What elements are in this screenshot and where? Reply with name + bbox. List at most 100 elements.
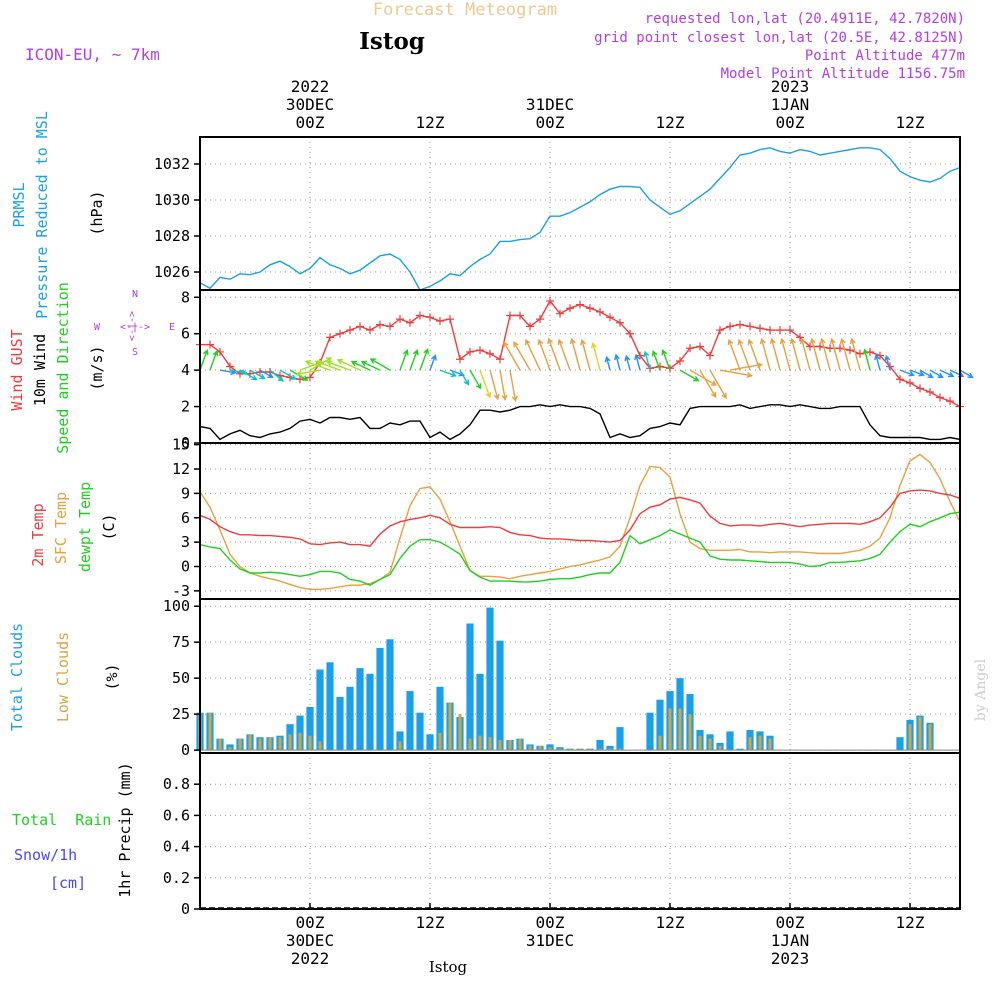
top-time-label: 12Z bbox=[896, 113, 925, 132]
gust-marker bbox=[506, 311, 514, 320]
total_clouds-bar bbox=[616, 727, 624, 751]
wind-direction-arrow bbox=[959, 369, 974, 379]
bottom-time-label: 00Z bbox=[776, 913, 805, 932]
low_clouds-bar bbox=[928, 724, 932, 751]
gust-marker bbox=[726, 322, 734, 331]
precip-axis-label: 1hr Precip (mm) bbox=[116, 762, 134, 897]
gust-marker bbox=[606, 313, 614, 322]
compass-north: N bbox=[132, 289, 138, 300]
wind-panel bbox=[196, 297, 974, 441]
total_clouds-bar bbox=[736, 748, 744, 751]
wind-direction-arrow bbox=[569, 337, 581, 371]
bottom-time-label: 1JAN bbox=[771, 931, 810, 950]
panel-frames bbox=[199, 136, 961, 910]
bottom-time-label: 12Z bbox=[656, 913, 685, 932]
low_clouds-bar bbox=[318, 741, 322, 751]
wind-gust-label: Wind GUST bbox=[8, 329, 26, 410]
low_clouds-bar bbox=[268, 737, 272, 751]
gust-marker bbox=[436, 316, 444, 325]
clouds-y-tick-label: 100 bbox=[163, 597, 190, 615]
total_clouds-bar bbox=[896, 737, 904, 751]
clouds-y-tick-label: 75 bbox=[172, 633, 190, 651]
total-clouds-label: Total Clouds bbox=[8, 623, 26, 731]
wind-direction-arrow bbox=[624, 354, 631, 371]
bottom-time-label: 12Z bbox=[416, 913, 445, 932]
sfc-line bbox=[199, 453, 961, 590]
low_clouds-bar bbox=[248, 734, 252, 751]
gust-marker bbox=[576, 300, 584, 309]
low_clouds-bar bbox=[538, 745, 542, 751]
temperature-y-tick-label: 3 bbox=[181, 533, 190, 551]
bottom-time-label: 31DEC bbox=[526, 931, 574, 950]
low_clouds-bar bbox=[518, 738, 522, 751]
gust-marker bbox=[846, 346, 854, 355]
precip-frame bbox=[199, 752, 961, 910]
wind-direction-arrow bbox=[509, 369, 518, 403]
wind-direction-arrow bbox=[862, 348, 871, 371]
precip-y-tick-label: 0.8 bbox=[163, 775, 190, 793]
gust-marker bbox=[716, 326, 724, 335]
dewpt-line bbox=[199, 511, 961, 586]
wind-direction-arrow bbox=[919, 369, 934, 379]
gust-marker bbox=[916, 384, 924, 393]
low_clouds-bar bbox=[918, 717, 922, 751]
compass-vertical: <-|-> bbox=[127, 311, 138, 341]
total_clouds-bar bbox=[386, 639, 394, 751]
gust-marker bbox=[936, 393, 944, 402]
wind-direction-arrow bbox=[747, 338, 761, 371]
wind-direction-arrow bbox=[661, 349, 671, 371]
wind-direction-arrow bbox=[429, 354, 437, 371]
wind-direction-arrow bbox=[336, 358, 361, 371]
temp-units: (C) bbox=[100, 513, 118, 540]
low_clouds-bar bbox=[678, 708, 682, 751]
wind-direction-arrow bbox=[709, 369, 727, 400]
header: Forecast Meteogram Istog ICON-EU, ~ 7km … bbox=[25, 0, 989, 976]
temperature-y-tick-label: 6 bbox=[181, 509, 190, 527]
low_clouds-bar bbox=[468, 738, 472, 751]
gust-marker bbox=[346, 326, 354, 335]
temperature-panel bbox=[199, 453, 961, 590]
wind-direction-arrow bbox=[499, 369, 508, 401]
gust-marker bbox=[426, 313, 434, 322]
gust-marker bbox=[326, 333, 334, 342]
chart-plot-area bbox=[196, 148, 974, 909]
low_clouds-bar bbox=[208, 712, 212, 751]
gust-marker bbox=[556, 309, 564, 318]
temp-2m-label: 2m Temp bbox=[29, 503, 47, 566]
top-time-label: 00Z bbox=[776, 113, 805, 132]
wind-direction-arrow bbox=[874, 353, 881, 371]
low_clouds-bar bbox=[598, 748, 602, 751]
wind-direction-arrow bbox=[727, 338, 741, 371]
gust-marker bbox=[526, 322, 534, 331]
wind-direction-arrow bbox=[829, 337, 841, 371]
low_clouds-bar bbox=[488, 737, 492, 751]
wind-direction-arrow bbox=[759, 337, 771, 371]
gust-marker bbox=[786, 326, 794, 335]
gust-marker bbox=[376, 320, 384, 329]
low_clouds-bar bbox=[308, 735, 312, 751]
top-time-label: 00Z bbox=[536, 113, 565, 132]
wind-direction-arrow bbox=[295, 369, 321, 377]
t2m-line bbox=[199, 489, 961, 547]
gust-marker bbox=[486, 349, 494, 358]
wind-direction-arrow bbox=[439, 369, 457, 378]
wind-direction-arrow bbox=[699, 369, 717, 399]
precip-y-tick-label: 0.4 bbox=[163, 838, 190, 856]
wind-direction-arrow bbox=[269, 369, 284, 382]
wind-y-tick-label: 2 bbox=[181, 398, 190, 416]
wind-units: (m/s) bbox=[88, 345, 106, 390]
total_clouds-bar bbox=[606, 745, 614, 751]
wind-direction-arrow bbox=[503, 341, 521, 371]
gust-marker bbox=[636, 351, 644, 360]
top-time-label: 2023 bbox=[771, 77, 810, 96]
wind-y-tick-label: 0 bbox=[181, 434, 190, 452]
low_clouds-bar bbox=[588, 748, 592, 751]
wind-direction-arrow bbox=[469, 369, 482, 390]
low_clouds-bar bbox=[228, 747, 232, 751]
total_clouds-bar bbox=[376, 647, 384, 751]
wind-direction-arrow bbox=[557, 338, 571, 371]
chart-title: Forecast Meteogram bbox=[373, 0, 557, 20]
snow-units-label: [cm] bbox=[50, 874, 86, 892]
top-time-label: 12Z bbox=[656, 113, 685, 132]
bottom-time-label: 12Z bbox=[896, 913, 925, 932]
